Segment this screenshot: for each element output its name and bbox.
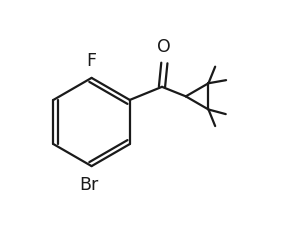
Text: O: O [158, 38, 171, 56]
Text: F: F [87, 51, 97, 70]
Text: Br: Br [80, 176, 99, 194]
